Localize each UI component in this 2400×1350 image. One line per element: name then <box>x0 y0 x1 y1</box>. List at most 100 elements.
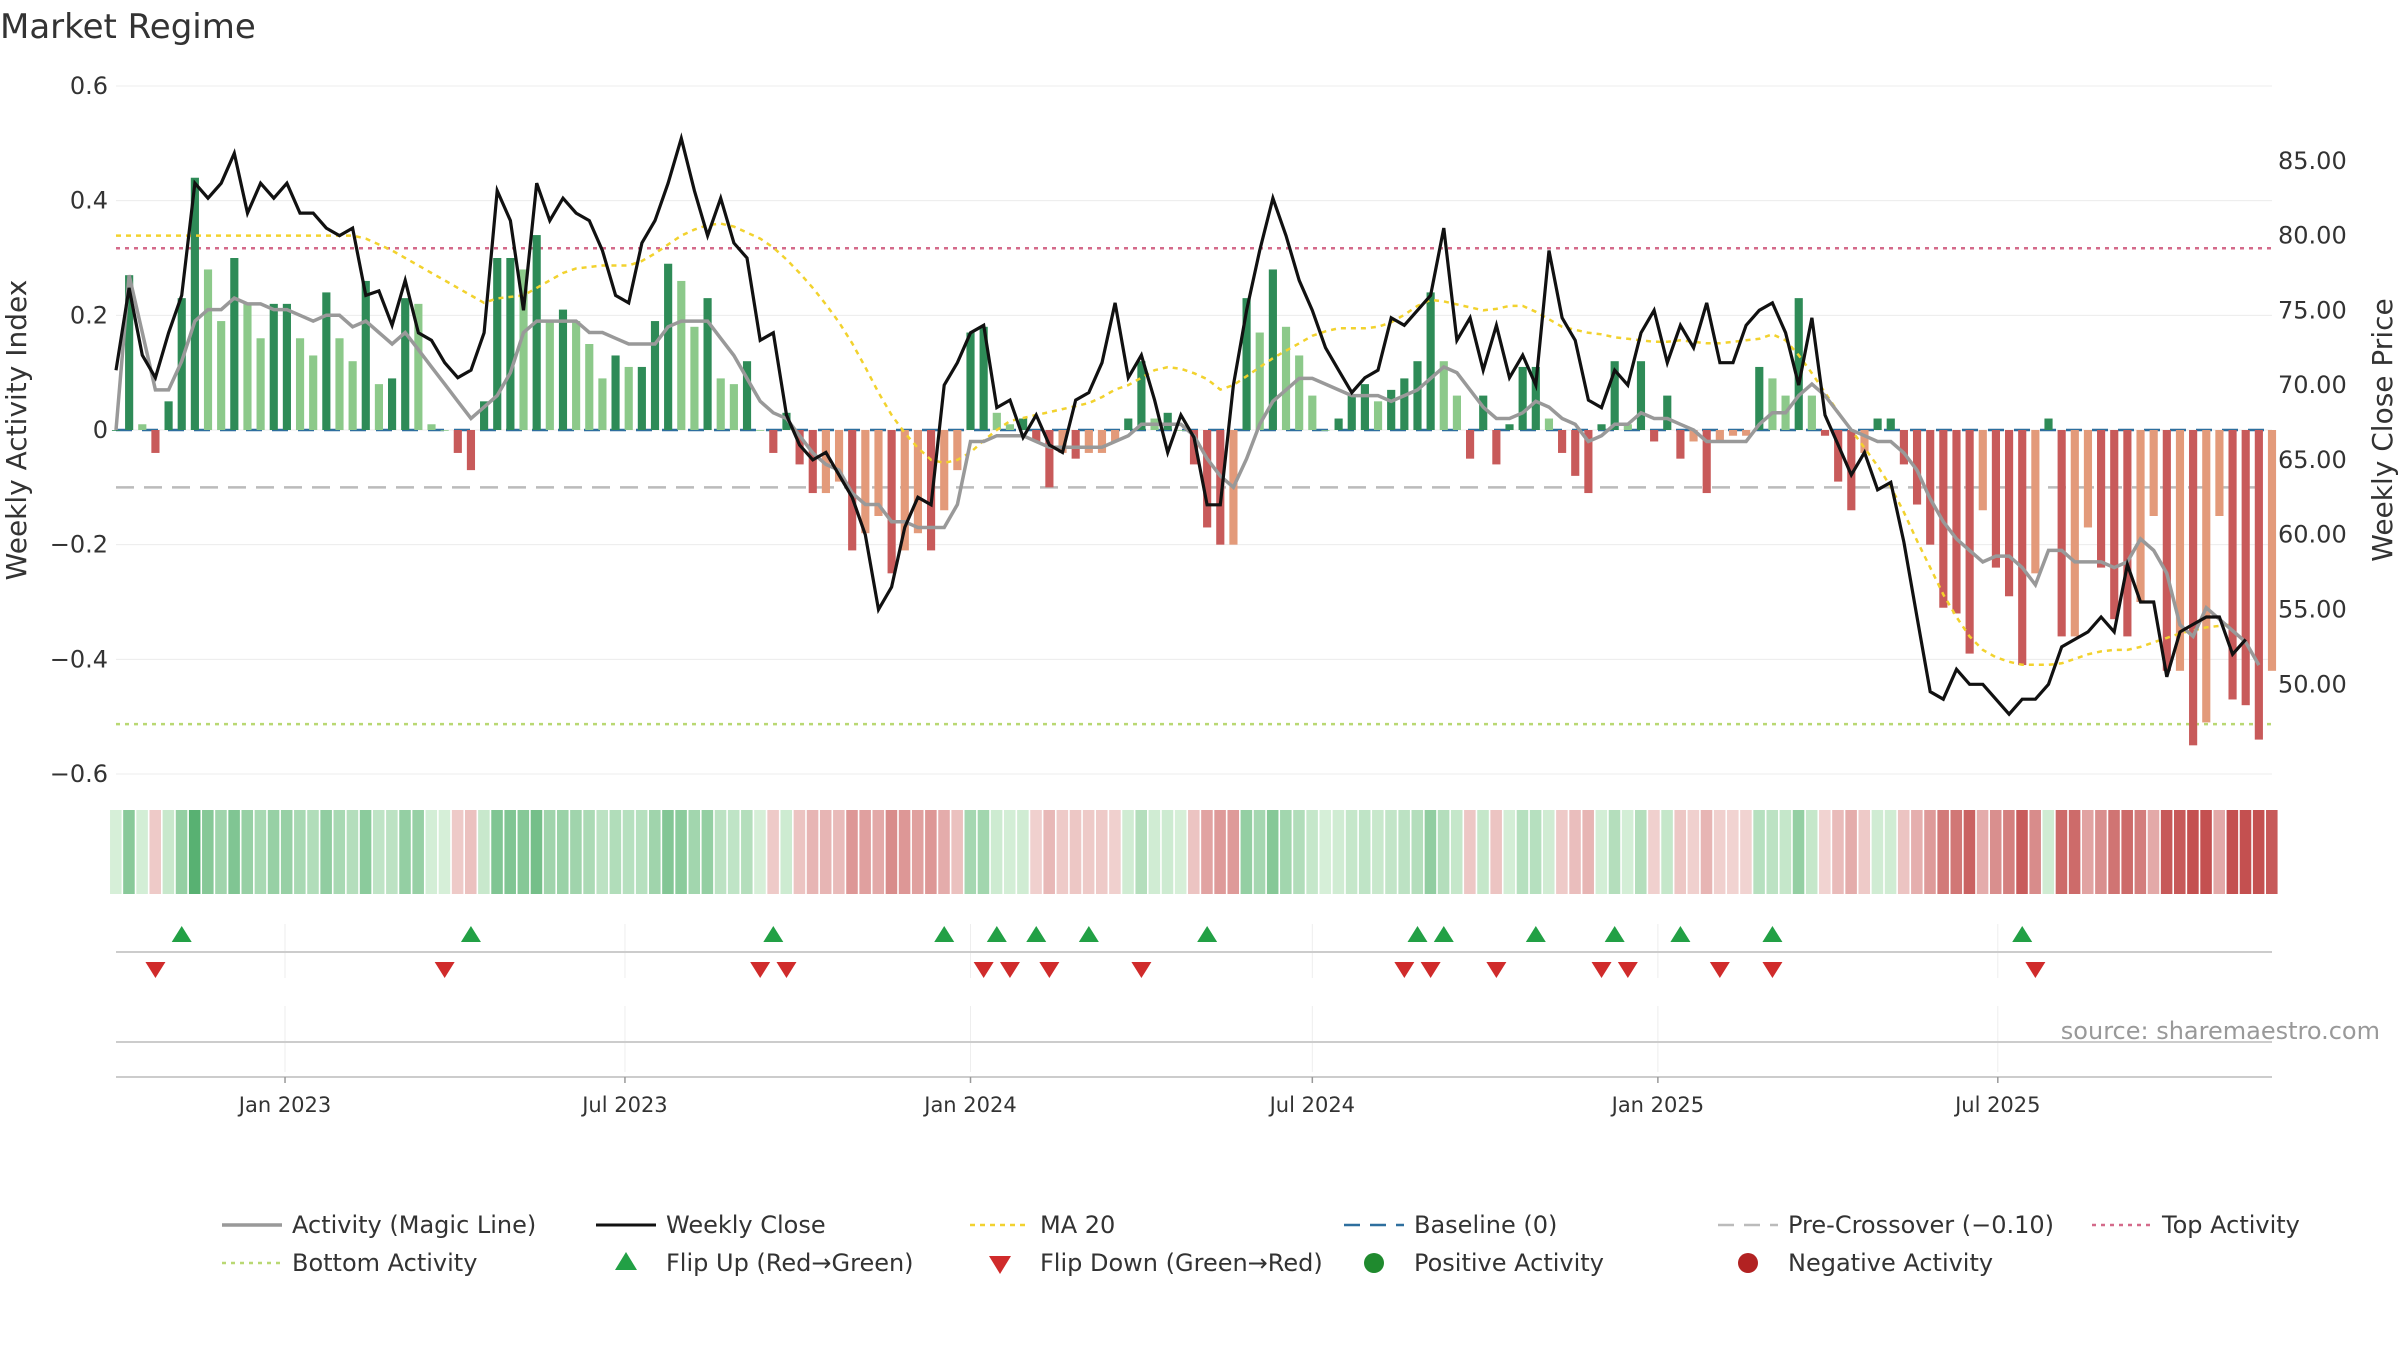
activity-bar <box>1820 430 1830 436</box>
activity-bar <box>1097 430 1107 453</box>
activity-bar <box>217 321 226 430</box>
heat-cell <box>570 810 582 894</box>
heat-cell <box>136 810 148 894</box>
flip-up-marker <box>763 926 784 942</box>
activity-bar <box>387 378 397 430</box>
activity-bar <box>966 332 975 430</box>
heat-cell <box>2003 810 2015 894</box>
activity-bar <box>1636 361 1646 430</box>
heat-cell <box>175 810 188 894</box>
flip-markers-panel <box>116 926 2272 978</box>
heat-cell <box>491 810 503 894</box>
heat-cell <box>2016 810 2028 894</box>
heat-cell <box>767 810 779 894</box>
activity-bar <box>1742 430 1751 436</box>
heat-cell <box>1897 810 1910 894</box>
activity-bar <box>2241 430 2250 706</box>
flip-up-marker <box>460 926 481 942</box>
heat-cell <box>833 810 845 894</box>
right-axis-label: Weekly Close Price <box>2366 298 2399 561</box>
heat-cell <box>1635 810 1647 894</box>
legend-swatch-negative <box>1738 1253 1758 1273</box>
legend-label: Negative Activity <box>1788 1249 1993 1277</box>
activity-bar <box>558 309 568 430</box>
heat-cell <box>1503 810 1516 894</box>
heat-cell <box>1569 810 1581 894</box>
flip-down-marker <box>776 962 797 978</box>
heat-cell <box>1424 810 1437 894</box>
activity-bar <box>900 430 909 551</box>
flip-down-marker <box>973 962 994 978</box>
activity-bar <box>1347 395 1356 430</box>
activity-bar <box>1452 395 1462 430</box>
activity-bar <box>1071 430 1080 459</box>
heat-cell <box>1385 810 1397 894</box>
right-axis-ticks: 85.00 80.00 75.00 70.00 65.00 60.00 55.00 50.00 <box>2278 147 2347 698</box>
heat-cell <box>1661 810 1673 894</box>
activity-bar <box>834 430 844 482</box>
heat-cell <box>110 810 122 894</box>
activity-bar <box>1952 430 1961 614</box>
activity-bar <box>295 338 305 430</box>
activity-bar <box>572 321 581 430</box>
heat-cell <box>1792 810 1805 894</box>
heat-cell <box>2174 810 2186 894</box>
activity-bar <box>2136 430 2145 602</box>
activity-bar <box>1912 430 1922 505</box>
activity-bar <box>1045 430 1054 488</box>
activity-bar <box>2149 430 2158 516</box>
activity-bar <box>624 366 633 430</box>
activity-bar <box>1111 430 1120 442</box>
activity-bar <box>545 321 554 430</box>
legend-label: Baseline (0) <box>1414 1211 1557 1239</box>
heat-cell <box>399 810 411 894</box>
heat-cell <box>688 810 701 894</box>
flip-up-marker <box>934 926 955 942</box>
activity-bar <box>1176 430 1185 431</box>
heat-cell <box>1516 810 1529 894</box>
left-tick-label: 0 <box>93 416 108 444</box>
heat-cell <box>925 810 937 894</box>
activity-bar <box>1978 430 1987 511</box>
heat-cell <box>2029 810 2041 894</box>
activity-bar <box>1807 395 1816 430</box>
heat-cell <box>1135 810 1147 894</box>
heat-cell <box>2108 810 2120 894</box>
heat-cell <box>1556 810 1568 894</box>
heat-cell <box>1529 810 1542 894</box>
activity-bar <box>1597 424 1606 430</box>
chart-title: Market Regime <box>0 7 256 47</box>
heat-cell <box>741 810 753 894</box>
heat-cell <box>1648 810 1660 894</box>
legend-label: Bottom Activity <box>292 1249 477 1277</box>
heat-cell <box>425 810 438 894</box>
heat-cell <box>1030 810 1042 894</box>
right-tick-label: 55.00 <box>2278 595 2347 623</box>
flip-up-marker <box>1026 926 1047 942</box>
heat-cell <box>1819 810 1831 894</box>
activity-bar <box>2189 430 2198 746</box>
heat-cell <box>2226 810 2239 894</box>
activity-bar <box>1203 430 1212 528</box>
activity-bar <box>243 303 252 430</box>
activity-bar <box>2228 430 2237 700</box>
right-tick-label: 80.00 <box>2278 222 2347 250</box>
heat-cell <box>1293 810 1305 894</box>
activity-bar <box>309 355 318 430</box>
flip-down-marker <box>434 962 455 978</box>
heat-cell <box>622 810 635 894</box>
heat-cell <box>1937 810 1949 894</box>
heat-cell <box>1003 810 1016 894</box>
flip-up-marker <box>1078 926 1099 942</box>
flip-down-marker <box>1591 962 1612 978</box>
weekly-close-line <box>114 132 2247 717</box>
activity-bar <box>1926 430 1935 545</box>
activity-bar <box>2057 430 2066 637</box>
x-tick-label: Jan 2023 <box>237 1093 332 1117</box>
heat-cell <box>701 810 714 894</box>
activity-bar <box>821 430 830 494</box>
activity-bar <box>269 303 278 430</box>
activity-bar <box>1058 430 1067 453</box>
heat-cell <box>1161 810 1174 894</box>
heat-cell <box>478 810 490 894</box>
